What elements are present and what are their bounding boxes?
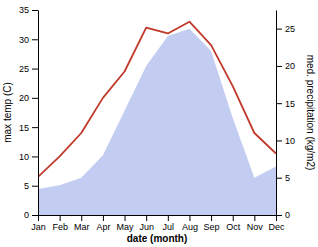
tick-label: Feb bbox=[52, 222, 68, 232]
tick-mark bbox=[125, 215, 126, 221]
tick-label: 35 bbox=[19, 5, 29, 15]
tick-mark bbox=[233, 215, 234, 221]
tick-mark bbox=[276, 66, 282, 67]
tick-label: 5 bbox=[24, 181, 29, 191]
tick: 0 bbox=[24, 210, 38, 220]
tick-label: 25 bbox=[19, 64, 29, 74]
area bbox=[38, 29, 276, 215]
tick-mark bbox=[211, 215, 212, 221]
tick-label: Aug bbox=[182, 222, 198, 232]
tick: Oct bbox=[226, 215, 241, 232]
tick: 15 bbox=[19, 123, 38, 133]
tick-label: 15 bbox=[19, 123, 29, 133]
tick-label: Jul bbox=[163, 222, 175, 232]
tick: Mar bbox=[74, 215, 90, 232]
tick-label: 30 bbox=[19, 35, 29, 45]
tick-mark bbox=[38, 215, 39, 221]
tick: 30 bbox=[19, 35, 38, 45]
axis: 0 5 10 15 20 25 bbox=[276, 11, 295, 221]
tick-mark bbox=[189, 215, 190, 221]
tick: Sep bbox=[204, 215, 220, 232]
tick: 5 bbox=[276, 173, 290, 183]
tick-label: Sep bbox=[204, 222, 220, 232]
tick-mark bbox=[146, 215, 147, 221]
plot-area bbox=[38, 22, 276, 215]
tick-label: 15 bbox=[285, 99, 295, 109]
tick-mark bbox=[32, 10, 38, 11]
tick-mark bbox=[81, 215, 82, 221]
tick: Feb bbox=[52, 215, 68, 232]
axis-line bbox=[38, 11, 39, 216]
tick-label: Jan bbox=[31, 222, 46, 232]
tick: 35 bbox=[19, 5, 38, 15]
tick: 20 bbox=[276, 61, 295, 71]
tick-mark bbox=[103, 215, 104, 221]
y-axis-title: max temp (C) bbox=[2, 82, 13, 143]
tick-label: Apr bbox=[96, 222, 110, 232]
tick: 10 bbox=[19, 152, 38, 162]
tick: 25 bbox=[19, 64, 38, 74]
tick-mark bbox=[60, 215, 61, 221]
tick: Aug bbox=[182, 215, 198, 232]
tick: Jul bbox=[163, 215, 175, 232]
tick-label: 25 bbox=[285, 24, 295, 34]
tick-label: Jun bbox=[139, 222, 154, 232]
x-axis-title: date (month) bbox=[127, 233, 188, 244]
tick-mark bbox=[32, 186, 38, 187]
tick-label: 20 bbox=[19, 93, 29, 103]
tick-mark bbox=[276, 178, 282, 179]
line bbox=[38, 22, 276, 177]
tick: 15 bbox=[276, 99, 295, 109]
chart: JanFebMarAprMayJunJulAugSepOctNovDec0510… bbox=[0, 0, 318, 247]
tick: 20 bbox=[19, 93, 38, 103]
tick-mark bbox=[32, 39, 38, 40]
tick: Jun bbox=[139, 215, 154, 232]
tick-mark bbox=[276, 103, 282, 104]
y2-axis-title: med. precipitation (kg/m2) bbox=[305, 55, 316, 171]
axis: 0 5 10 15 20 25 30 35 bbox=[19, 5, 39, 220]
tick-mark bbox=[168, 215, 169, 221]
tick-mark bbox=[32, 69, 38, 70]
tick-mark bbox=[276, 215, 282, 216]
tick-label: 5 bbox=[285, 173, 290, 183]
tick-mark bbox=[276, 140, 282, 141]
tick-label: Mar bbox=[74, 222, 90, 232]
axis: Jan Feb Mar Apr May Jun Jul Aug Sep Oct Nov Dec bbox=[31, 215, 285, 232]
tick-label: 0 bbox=[24, 210, 29, 220]
tick: Dec bbox=[268, 215, 285, 232]
tick-label: 10 bbox=[285, 136, 295, 146]
tick-label: 20 bbox=[285, 61, 295, 71]
tick: 0 bbox=[276, 210, 290, 220]
tick-mark bbox=[254, 215, 255, 221]
tick: Jan bbox=[31, 215, 46, 232]
tick-label: 10 bbox=[19, 152, 29, 162]
tick-label: Oct bbox=[226, 222, 241, 232]
tick-label: May bbox=[117, 222, 135, 232]
tick-mark bbox=[32, 127, 38, 128]
tick-mark bbox=[32, 156, 38, 157]
tick-label: Nov bbox=[247, 222, 264, 232]
tick-label: 0 bbox=[285, 210, 290, 220]
tick: 25 bbox=[276, 24, 295, 34]
tick: 5 bbox=[24, 181, 38, 191]
tick-mark bbox=[32, 98, 38, 99]
tick: May bbox=[117, 215, 135, 232]
axis-line bbox=[39, 215, 277, 216]
tick-mark bbox=[276, 29, 282, 30]
tick: 10 bbox=[276, 136, 295, 146]
tick: Apr bbox=[96, 215, 110, 232]
tick-mark bbox=[32, 215, 38, 216]
tick-label: Dec bbox=[268, 222, 285, 232]
tick: Nov bbox=[247, 215, 264, 232]
axis-line bbox=[276, 11, 277, 216]
